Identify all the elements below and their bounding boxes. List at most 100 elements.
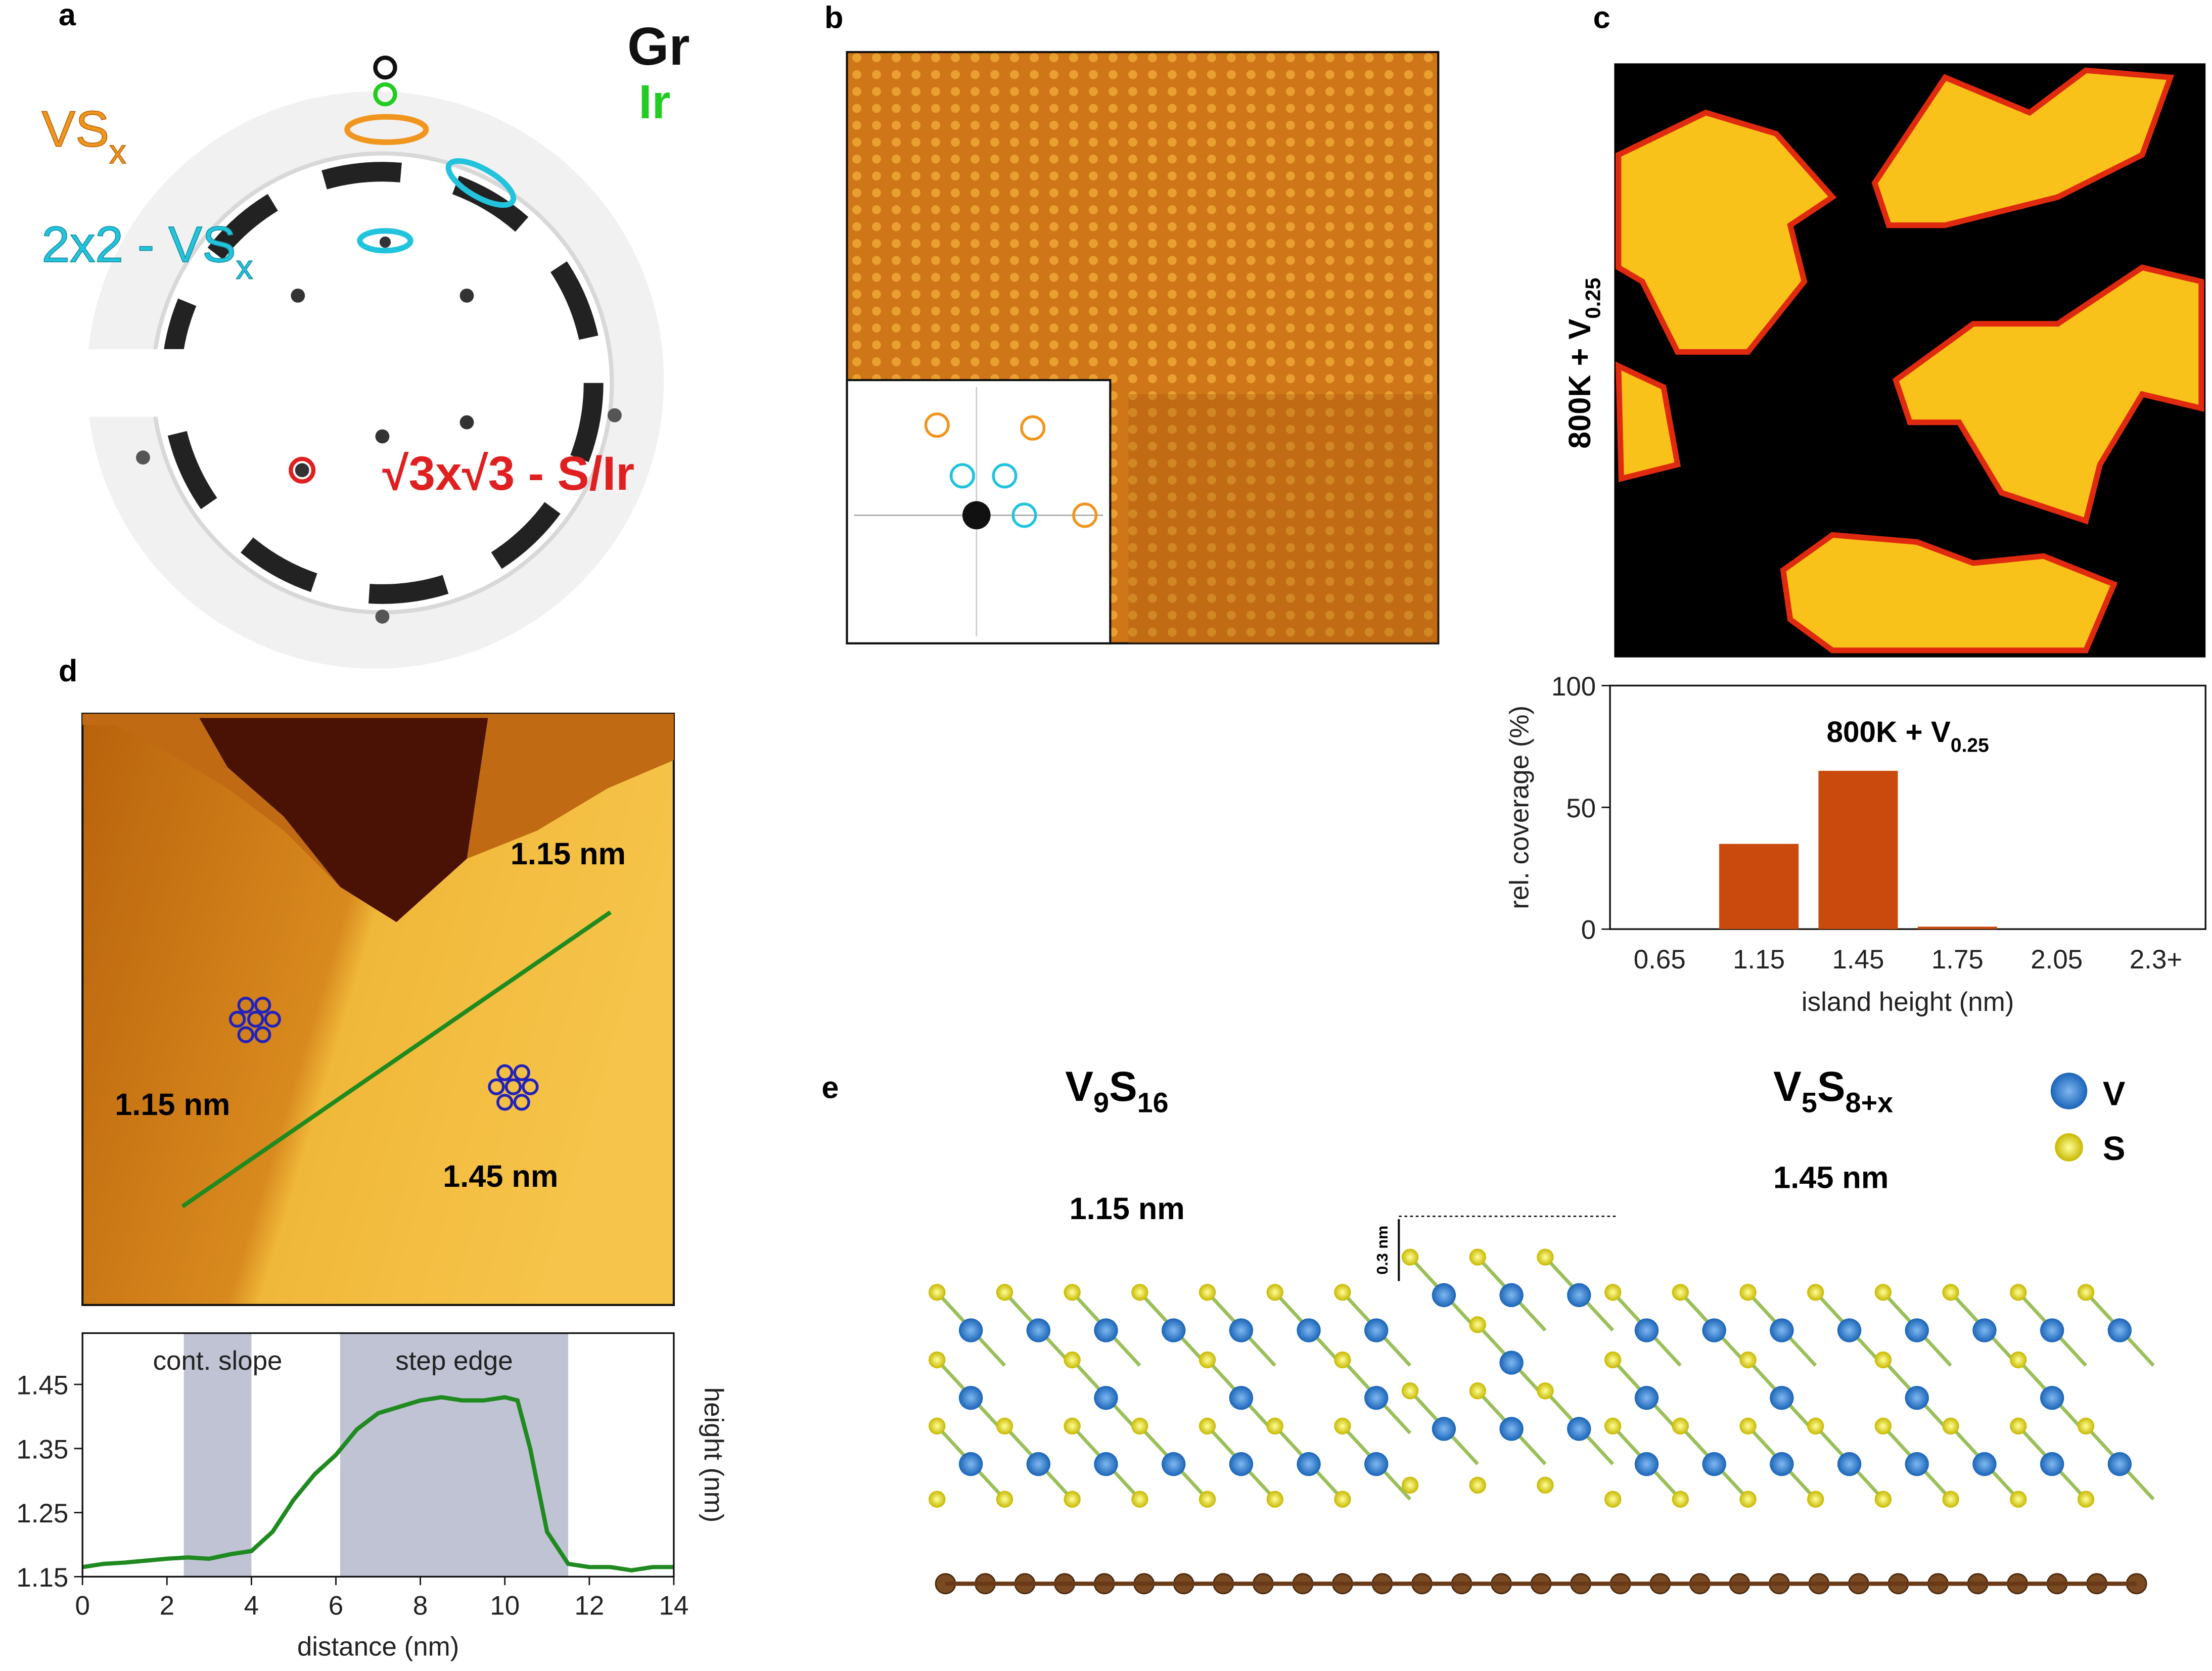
s-atom (996, 1417, 1013, 1435)
s-atom (1469, 1476, 1486, 1494)
s-atom (1469, 1316, 1486, 1333)
s-atom (1064, 1284, 1081, 1301)
v-atom (958, 1452, 983, 1476)
y-tick-label: 50 (1566, 794, 1596, 823)
x-tick-label: 1.15 (1733, 945, 1785, 974)
v-atom (1229, 1318, 1254, 1342)
stm-step-image (81, 712, 675, 1306)
v-atom (1432, 1417, 1456, 1441)
v-atom (1837, 1318, 1862, 1342)
v-atom (2040, 1452, 2064, 1476)
s-atom (2010, 1351, 2027, 1369)
subscript: 16 (1137, 1087, 1169, 1118)
text: V (1065, 1062, 1093, 1110)
stm-image (846, 51, 1440, 644)
formula: V5S8+x (1773, 1062, 1893, 1118)
text: 2x2 - VS (41, 216, 236, 273)
y-tick-label: 1.25 (16, 1499, 68, 1528)
x-tick-label: 8 (413, 1591, 428, 1621)
v-atom (1364, 1452, 1389, 1476)
s-atom (1334, 1417, 1351, 1435)
s-atom (1604, 1351, 1622, 1369)
v-atom (1702, 1452, 1726, 1476)
y-tick-label: 1.35 (16, 1434, 68, 1464)
v-atom (1499, 1283, 1524, 1308)
s-atom (1199, 1417, 1216, 1435)
label-gr: Gr (627, 17, 690, 76)
v-atom (2040, 1318, 2064, 1342)
s-atom (1334, 1284, 1351, 1301)
v-atom (1567, 1417, 1591, 1441)
s-atom (2010, 1491, 2027, 1508)
subscript: 5 (1802, 1087, 1817, 1118)
s-atom (1739, 1351, 1757, 1369)
x-axis-label: island height (nm) (1802, 987, 2014, 1017)
s-atom (1266, 1284, 1283, 1301)
plot-frame (81, 1332, 675, 1578)
s-atom (1064, 1491, 1081, 1508)
v-atom (958, 1318, 983, 1342)
v-atom (2107, 1452, 2132, 1476)
v-atom (1972, 1452, 1997, 1476)
x-axis-label: distance (nm) (297, 1632, 459, 1661)
panel-letter: b (824, 1, 843, 35)
height-label: 1.15 nm (511, 837, 626, 871)
s-atom (929, 1417, 946, 1435)
v-atom (1634, 1452, 1659, 1476)
text: S (1109, 1062, 1137, 1110)
s-atom (1469, 1382, 1486, 1400)
s-atom (1537, 1476, 1554, 1494)
v-atom (1162, 1318, 1186, 1342)
v-atom (1567, 1283, 1591, 1308)
y-axis-label: rel. coverage (%) (1505, 706, 1535, 909)
x-tick-label: 6 (329, 1591, 343, 1621)
s-atom (1064, 1351, 1081, 1369)
s-atom (1604, 1491, 1622, 1508)
s-atom (2010, 1417, 2027, 1435)
s-atom (1131, 1284, 1148, 1301)
v-atom (1364, 1386, 1389, 1410)
v-atom (958, 1386, 983, 1410)
atom-structure (929, 1248, 2155, 1595)
s-atom (996, 1491, 1013, 1508)
y-tick-label: 100 (1551, 672, 1596, 702)
s-atom (1942, 1417, 1959, 1435)
s-atom (1199, 1284, 1216, 1301)
x-tick-label: 12 (574, 1591, 604, 1621)
s-atom (1537, 1382, 1554, 1400)
line (82, 1395, 674, 1572)
s-atom (1942, 1491, 1959, 1508)
subscript: x (236, 248, 253, 286)
text: V (1773, 1062, 1802, 1110)
v-atom (1770, 1386, 1794, 1410)
s-atom (1131, 1417, 1148, 1435)
label-vsx: VSx (41, 101, 126, 171)
panel-c-label: 800K + V0.25 (1562, 277, 1604, 448)
s-atom (1739, 1284, 1757, 1301)
text: 800K + V (1562, 319, 1597, 449)
v-atom (1229, 1386, 1254, 1410)
s-atom (1334, 1351, 1351, 1369)
label-ir: Ir (638, 75, 670, 129)
s-atom (1874, 1284, 1892, 1301)
s-atom (2077, 1417, 2095, 1435)
s-atom (1401, 1476, 1419, 1494)
v-atom (1499, 1351, 1524, 1375)
s-atom (1672, 1417, 1689, 1435)
v-atom (1770, 1452, 1794, 1476)
height-label: 1.45 nm (1773, 1161, 1888, 1195)
s-atom (1266, 1417, 1283, 1435)
s-atom (1807, 1284, 1824, 1301)
text: S (1817, 1062, 1846, 1110)
panel-letter: c (1593, 1, 1610, 35)
v-atom (2107, 1318, 2132, 1342)
s-atom (1131, 1491, 1148, 1508)
s-atom (929, 1351, 946, 1369)
s-atom (929, 1284, 946, 1301)
s-atom (1874, 1491, 1892, 1508)
subscript: x (109, 133, 126, 171)
x-tick-label: 2 (160, 1591, 174, 1621)
text: VS (41, 101, 109, 158)
s-atom (1874, 1417, 1892, 1435)
